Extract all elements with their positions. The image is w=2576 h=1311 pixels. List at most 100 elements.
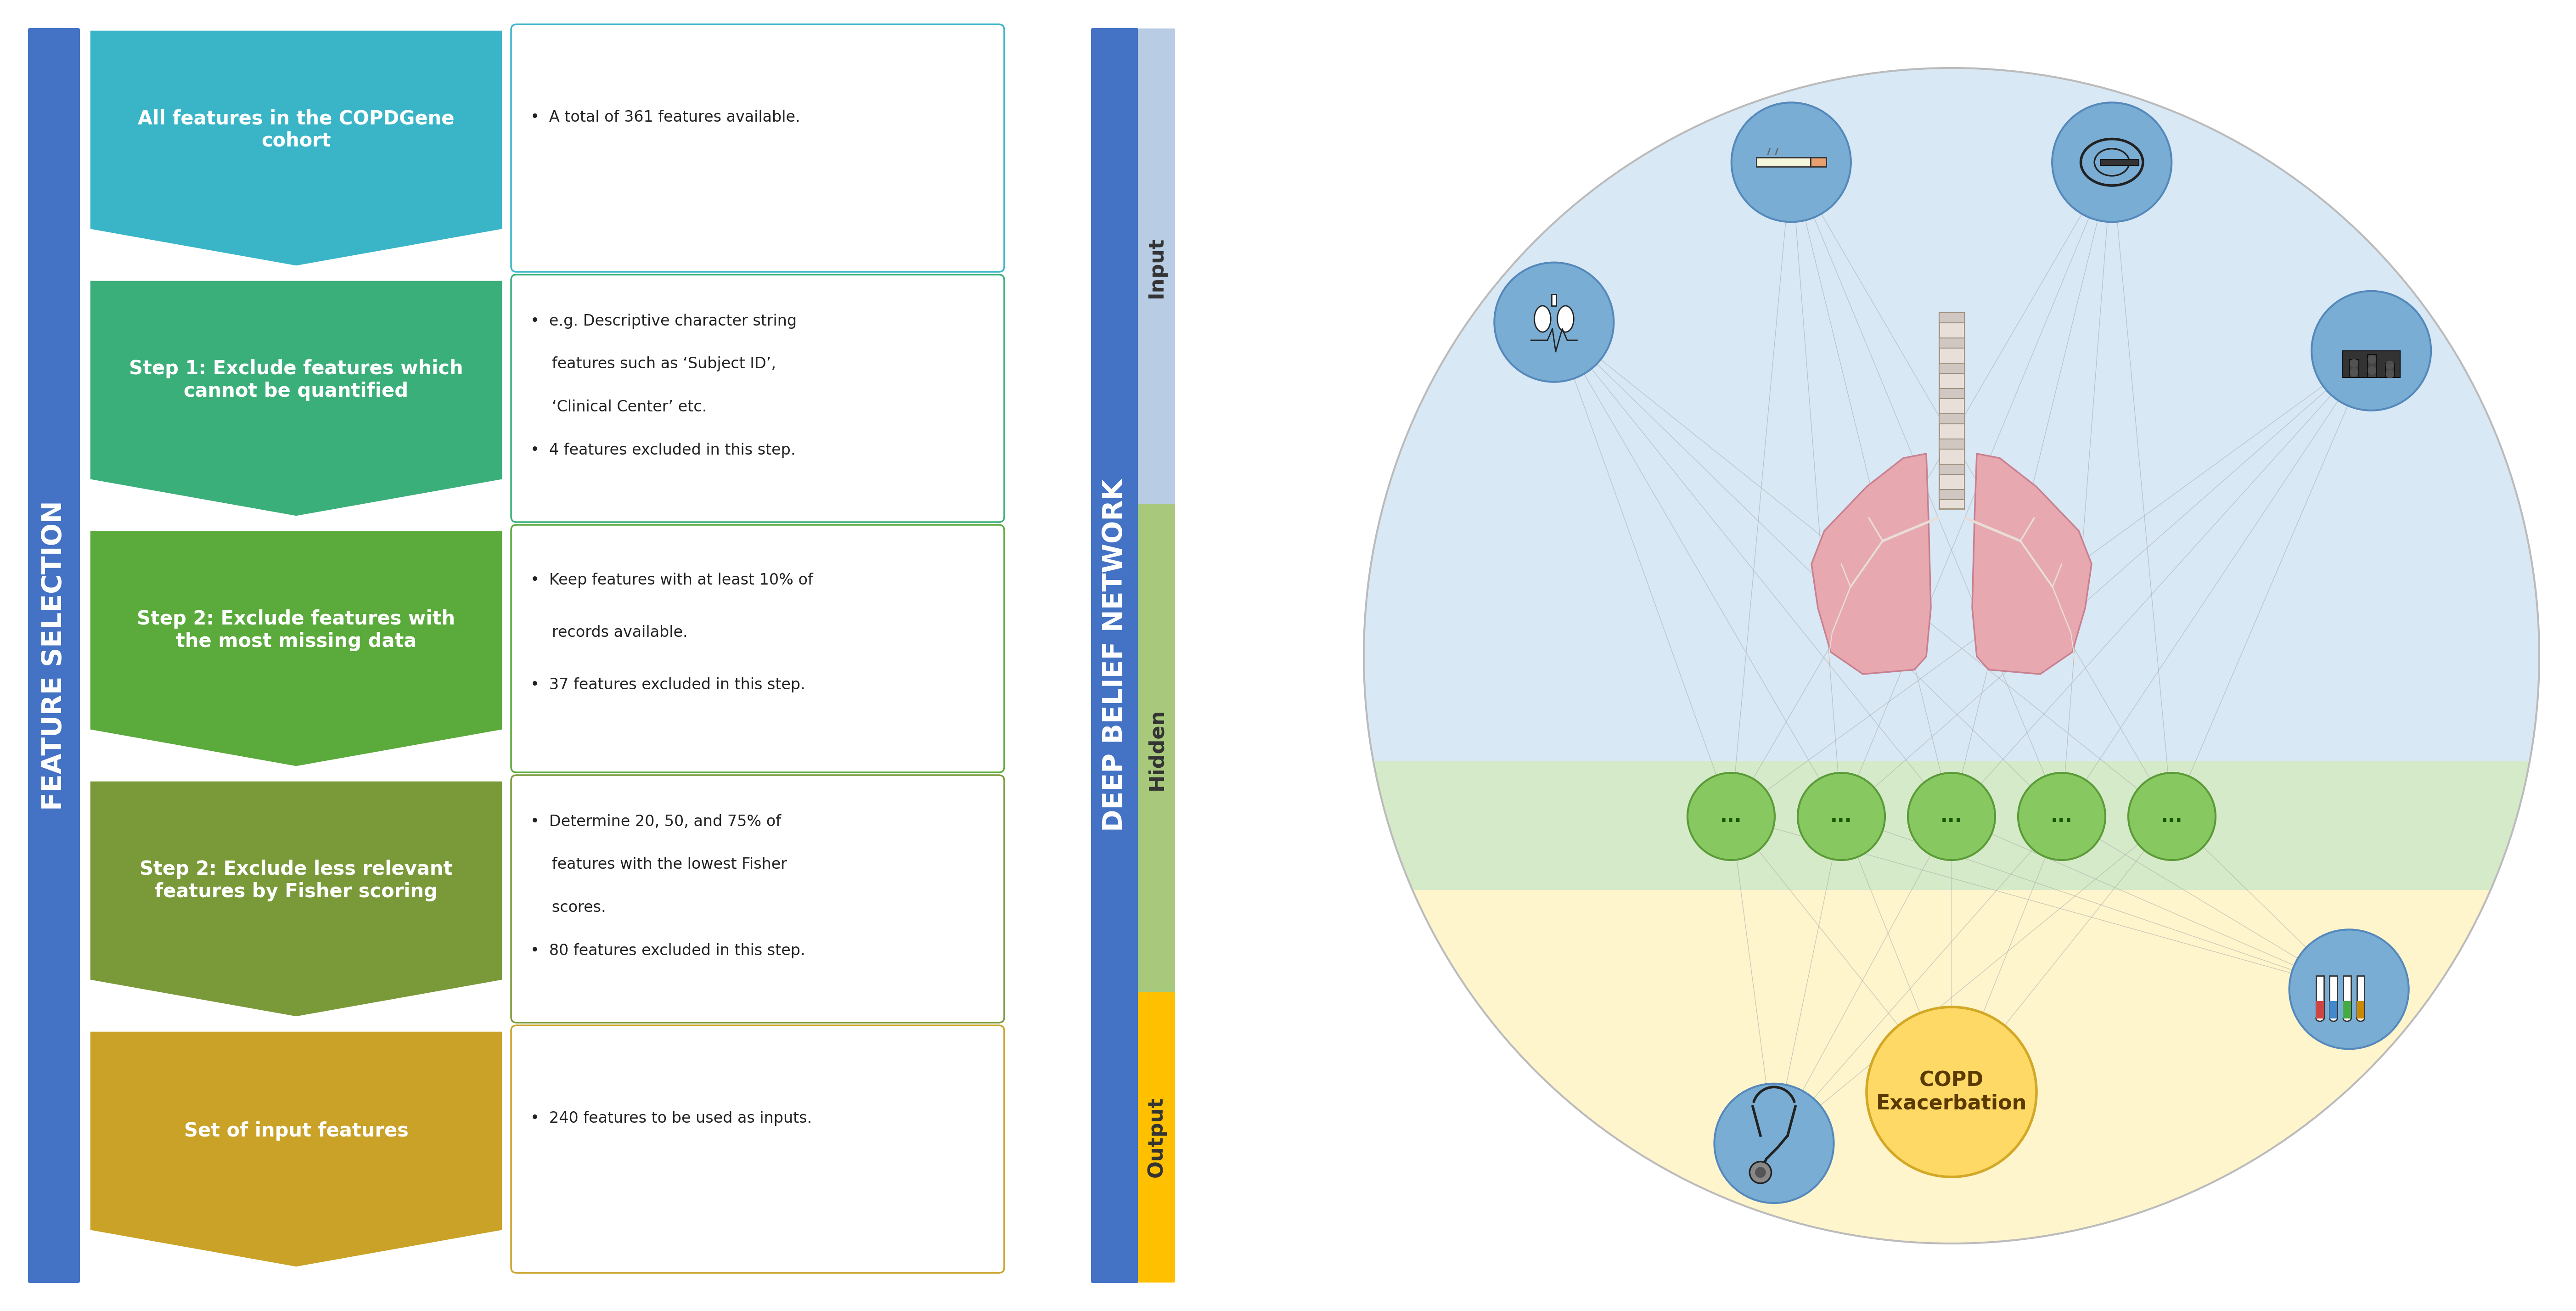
Circle shape (2367, 366, 2375, 375)
Bar (2349, 359, 2360, 378)
Text: ...: ... (1832, 806, 1852, 826)
Circle shape (1731, 102, 1852, 222)
Text: •  37 features excluded in this step.: • 37 features excluded in this step. (531, 678, 806, 692)
Circle shape (1363, 68, 2540, 1244)
FancyBboxPatch shape (1092, 28, 1139, 1283)
Ellipse shape (2357, 1016, 2365, 1021)
Bar (2316, 975, 2324, 1019)
FancyBboxPatch shape (1139, 29, 1175, 507)
FancyBboxPatch shape (510, 25, 1005, 271)
Circle shape (1687, 772, 1775, 860)
Text: COPD
Exacerbation: COPD Exacerbation (1875, 1071, 2027, 1113)
Ellipse shape (1535, 305, 1551, 332)
Bar (2357, 1000, 2365, 1019)
Circle shape (2290, 929, 2409, 1049)
Bar (2357, 975, 2365, 1019)
Text: Step 1: Exclude features which
cannot be quantified: Step 1: Exclude features which cannot be… (129, 359, 464, 401)
Ellipse shape (2316, 1016, 2324, 1021)
Text: features with the lowest Fisher: features with the lowest Fisher (538, 857, 788, 872)
Text: Step 2: Exclude less relevant
features by Fisher scoring: Step 2: Exclude less relevant features b… (139, 860, 453, 901)
Polygon shape (1973, 454, 2092, 674)
Text: DEEP BELIEF NETWORK: DEEP BELIEF NETWORK (1103, 480, 1128, 831)
Bar (2316, 1000, 2324, 1019)
Text: features such as ‘Subject ID’,: features such as ‘Subject ID’, (538, 357, 775, 372)
Circle shape (1868, 1007, 2038, 1177)
Circle shape (2128, 772, 2215, 860)
Circle shape (2385, 361, 2393, 370)
Bar (1363, 890, 2540, 1311)
Circle shape (2017, 772, 2105, 860)
Circle shape (1749, 1162, 1772, 1184)
Text: Input: Input (1146, 237, 1167, 298)
Circle shape (2053, 102, 2172, 222)
Text: FEATURE SELECTION: FEATURE SELECTION (41, 501, 67, 810)
Bar (2344, 1000, 2352, 1019)
Bar (1940, 464, 1963, 475)
Circle shape (2311, 291, 2432, 410)
Text: ...: ... (2050, 806, 2074, 826)
Bar (1363, 0, 2540, 762)
Circle shape (2367, 355, 2375, 364)
Text: ‘Clinical Center’ etc.: ‘Clinical Center’ etc. (538, 400, 706, 414)
Text: Set of input features: Set of input features (183, 1121, 410, 1141)
Polygon shape (90, 780, 502, 1017)
Polygon shape (1811, 454, 1932, 674)
Bar (2385, 363, 2396, 378)
Bar (1811, 157, 1826, 166)
Ellipse shape (2329, 1016, 2336, 1021)
Bar (1940, 338, 1963, 347)
Polygon shape (90, 281, 502, 517)
Bar (1940, 439, 1963, 450)
Text: Output: Output (1146, 1097, 1167, 1177)
Text: ...: ... (2161, 806, 2182, 826)
Circle shape (1754, 1167, 1767, 1177)
Bar (1757, 157, 1811, 166)
Circle shape (2349, 368, 2360, 376)
Text: ...: ... (1940, 806, 1963, 826)
Text: All features in the COPDGene
cohort: All features in the COPDGene cohort (139, 109, 453, 151)
Bar (1940, 313, 1963, 323)
Bar (2099, 159, 2138, 165)
Bar (1940, 489, 1963, 499)
FancyBboxPatch shape (510, 274, 1005, 522)
Bar (1940, 388, 1963, 399)
FancyBboxPatch shape (510, 524, 1005, 772)
Bar (1551, 294, 1556, 305)
Text: •  Determine 20, 50, and 75% of: • Determine 20, 50, and 75% of (531, 814, 781, 829)
Polygon shape (90, 30, 502, 266)
Ellipse shape (2344, 1016, 2352, 1021)
Circle shape (1909, 772, 1996, 860)
Bar (2329, 1000, 2336, 1019)
Text: Step 2: Exclude features with
the most missing data: Step 2: Exclude features with the most m… (137, 610, 456, 652)
Text: records available.: records available. (538, 625, 688, 640)
Bar (1940, 414, 1963, 423)
Bar (2342, 351, 2401, 378)
Text: •  4 features excluded in this step.: • 4 features excluded in this step. (531, 443, 796, 458)
Text: Hidden: Hidden (1146, 708, 1167, 791)
Bar (2329, 975, 2336, 1019)
Bar (1940, 363, 1963, 374)
FancyBboxPatch shape (510, 1025, 1005, 1273)
Circle shape (1494, 262, 1613, 382)
FancyBboxPatch shape (1139, 992, 1175, 1282)
Circle shape (1716, 1084, 1834, 1203)
Polygon shape (90, 531, 502, 767)
Bar (1940, 316, 1963, 509)
FancyBboxPatch shape (510, 775, 1005, 1023)
Text: •  e.g. Descriptive character string: • e.g. Descriptive character string (531, 313, 796, 329)
Bar (2344, 975, 2352, 1019)
Bar (2367, 354, 2378, 378)
Text: scores.: scores. (538, 901, 605, 915)
Text: •  A total of 361 features available.: • A total of 361 features available. (531, 110, 801, 125)
Circle shape (2349, 359, 2360, 367)
FancyBboxPatch shape (28, 28, 80, 1283)
FancyBboxPatch shape (1139, 503, 1175, 995)
Text: •  Keep features with at least 10% of: • Keep features with at least 10% of (531, 573, 814, 587)
Text: •  80 features excluded in this step.: • 80 features excluded in this step. (531, 943, 806, 958)
Circle shape (1798, 772, 1886, 860)
Ellipse shape (1558, 305, 1574, 332)
Bar (1363, 762, 2540, 890)
Polygon shape (90, 1030, 502, 1268)
Text: ...: ... (1721, 806, 1741, 826)
Text: •  240 features to be used as inputs.: • 240 features to be used as inputs. (531, 1110, 811, 1126)
